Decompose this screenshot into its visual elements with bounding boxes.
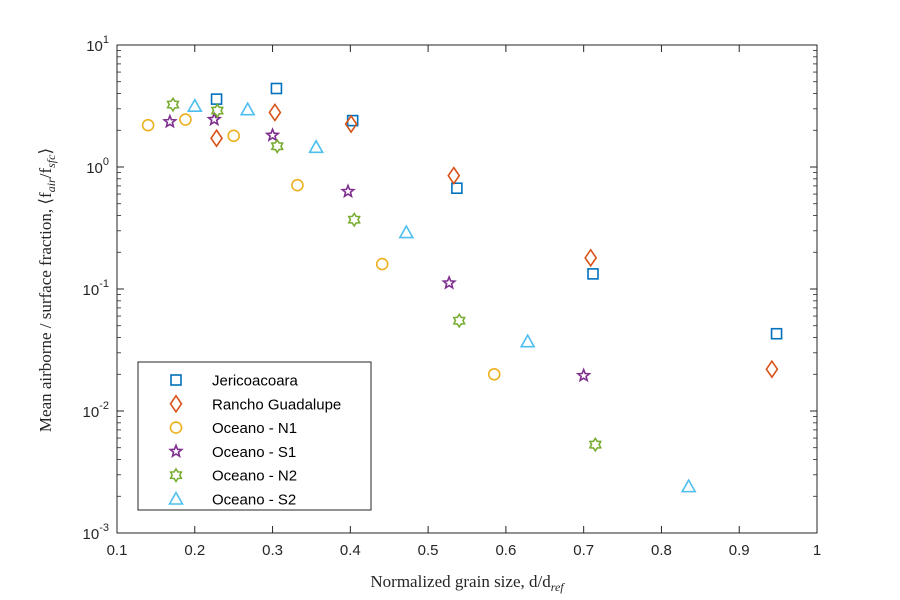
data-point — [291, 178, 304, 192]
data-point — [584, 248, 598, 268]
data-point — [268, 103, 282, 122]
data-point — [210, 128, 224, 148]
x-tick-label: 0.4 — [340, 542, 361, 559]
legend-label: Oceano - N1 — [212, 420, 297, 437]
legend-marker — [169, 467, 183, 483]
legend-marker — [170, 374, 182, 386]
series-rancho-guadalupe — [210, 103, 779, 379]
data-point — [447, 166, 461, 186]
y-axis-label: Mean airborne / surface fraction, ⟨fair/… — [36, 148, 58, 432]
data-point — [270, 82, 283, 95]
data-point — [162, 113, 178, 129]
marks-layer — [141, 82, 783, 493]
y-tick-label: 10-3 — [83, 522, 109, 543]
data-point — [344, 114, 358, 134]
legend-marker — [169, 394, 183, 414]
ticks-layer: 0.1 0.2 0.3 0.4 0.5 0.6 0.7 0.8 0.9 1 10-3 10-2 10-1… — [83, 34, 822, 559]
y-tick-label: 10-1 — [83, 278, 109, 299]
data-point — [452, 313, 466, 329]
x-tick-label: 0.7 — [573, 542, 594, 559]
legend-label: Oceano - N2 — [212, 468, 297, 485]
x-tick-label: 0.8 — [651, 542, 672, 559]
data-point — [264, 127, 281, 142]
data-point — [340, 183, 356, 199]
y-tick-label: 100 — [86, 156, 109, 177]
data-point — [186, 98, 203, 113]
data-point — [308, 139, 324, 154]
legend-marker — [168, 490, 184, 505]
x-axis-label: Normalized grain size, d/dref — [370, 572, 565, 594]
data-point — [519, 333, 536, 348]
data-point — [375, 257, 389, 271]
data-point — [587, 268, 599, 280]
data-point — [441, 274, 457, 290]
data-point — [141, 118, 155, 132]
x-tick-label: 0.3 — [262, 542, 283, 559]
x-tick-label: 0.9 — [729, 542, 750, 559]
data-point — [210, 102, 224, 119]
series-oceano-n1 — [141, 113, 501, 381]
data-point — [487, 367, 501, 381]
x-tick-label: 0.6 — [495, 542, 516, 559]
legend-label: Oceano - S2 — [212, 492, 296, 509]
x-tick-label: 0.5 — [418, 542, 439, 559]
data-point — [227, 129, 240, 143]
data-point — [347, 212, 361, 228]
x-tick-label: 0.1 — [107, 542, 128, 559]
data-point — [575, 367, 592, 383]
series-oceano-s1 — [162, 111, 592, 383]
data-point — [166, 96, 180, 113]
data-point — [770, 327, 783, 340]
data-point — [270, 138, 284, 154]
legend-label: Jericoacoara — [212, 373, 299, 390]
legend-box — [137, 361, 372, 511]
data-point — [588, 436, 602, 453]
y-tick-label: 10-2 — [83, 400, 109, 421]
legend-marker — [169, 421, 183, 434]
plot-frame — [116, 44, 818, 534]
x-tick-label: 0.2 — [184, 542, 205, 559]
data-point — [206, 111, 223, 127]
series-oceano-s2 — [186, 98, 697, 493]
data-point — [179, 113, 192, 126]
y-tick-label: 101 — [86, 34, 109, 55]
data-point — [451, 182, 463, 195]
legend-label: Oceano - S1 — [212, 444, 296, 461]
data-point — [239, 101, 256, 116]
data-point — [765, 359, 779, 379]
data-point — [398, 224, 415, 239]
data-point — [680, 478, 697, 493]
legend-marker — [168, 443, 184, 459]
legend-label: Rancho Guadalupe — [212, 396, 341, 413]
series-oceano-n2 — [166, 96, 602, 453]
legend: Jericoacoara Rancho Guadalupe Oceano - N1 O… — [137, 361, 372, 511]
x-tick-label: 1 — [813, 542, 821, 559]
